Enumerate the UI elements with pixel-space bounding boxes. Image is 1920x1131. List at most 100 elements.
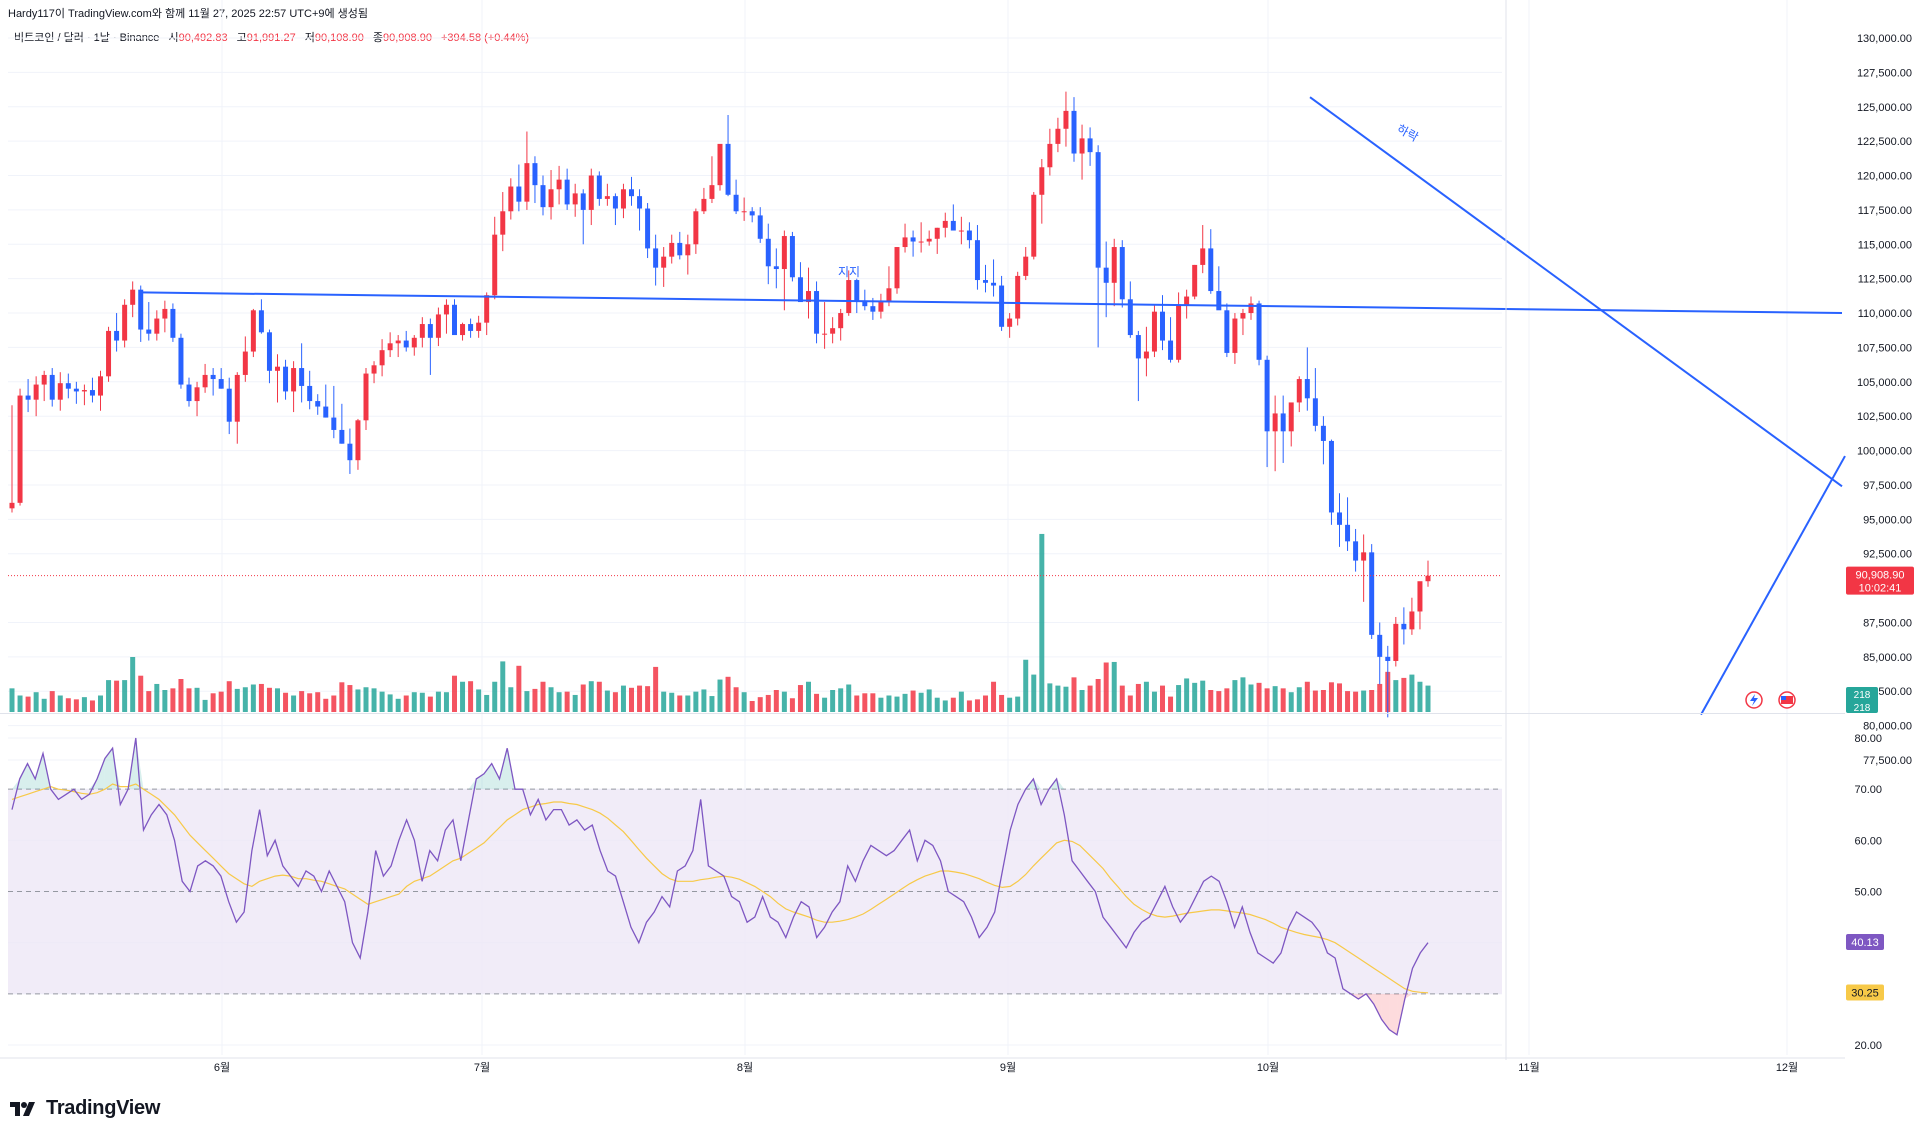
volume-bar bbox=[1007, 697, 1013, 712]
last-price-badge bbox=[1846, 566, 1914, 595]
volume-bar bbox=[25, 696, 31, 712]
price-tick-label: 77,500.00 bbox=[1863, 755, 1912, 767]
volume-bar bbox=[307, 693, 313, 712]
candle-body bbox=[1200, 248, 1206, 265]
candle-body bbox=[709, 185, 715, 199]
volume-bar bbox=[862, 693, 868, 712]
price-tick-label: 115,000.00 bbox=[1858, 239, 1912, 251]
candle-body bbox=[170, 308, 176, 338]
candle-body bbox=[1353, 541, 1359, 561]
candle-body bbox=[323, 406, 329, 418]
candle-body bbox=[9, 502, 15, 509]
candle-body bbox=[307, 385, 313, 402]
tradingview-logo[interactable]: TradingView bbox=[10, 1097, 160, 1120]
rsi-level-lines bbox=[8, 788, 1502, 995]
rsi-ma-badge bbox=[1846, 984, 1884, 1001]
candle-body bbox=[572, 193, 578, 205]
volume-bar bbox=[645, 686, 651, 712]
candle-body bbox=[854, 280, 860, 301]
candle-body bbox=[452, 304, 457, 336]
last-price-label: 90,908.90 bbox=[1856, 570, 1905, 582]
volume-bar bbox=[1079, 690, 1085, 712]
volume-bar bbox=[1135, 683, 1141, 712]
volume-bar bbox=[1216, 691, 1222, 712]
time-tick-label: 11월 bbox=[1518, 1061, 1540, 1074]
volume-bar bbox=[17, 695, 23, 712]
candle-body bbox=[194, 387, 200, 402]
volume-bar bbox=[693, 691, 699, 712]
rsi-axis[interactable]: 80.0070.0060.0050.0040.0030.0020.0040.13… bbox=[1846, 733, 1884, 1052]
price-tick-label: 95,000.00 bbox=[1863, 514, 1912, 526]
volume-bar bbox=[1393, 680, 1399, 712]
candle-body bbox=[1143, 351, 1149, 359]
volume-bar bbox=[468, 681, 474, 712]
candle-body bbox=[1224, 310, 1230, 353]
candle-body bbox=[379, 350, 385, 366]
volume-bar bbox=[516, 665, 522, 712]
pane-separator[interactable] bbox=[0, 713, 1845, 714]
candle-body bbox=[1160, 311, 1165, 341]
candle-body bbox=[41, 374, 47, 385]
volume-bar bbox=[283, 692, 289, 712]
volume-bar bbox=[1425, 685, 1431, 712]
time-axis[interactable]: 6월 7월 8월 9월 10월 11월 12월 bbox=[0, 1057, 1845, 1074]
volume-bar bbox=[154, 683, 160, 712]
volume-bar bbox=[363, 687, 369, 712]
candle-body bbox=[1264, 359, 1270, 432]
candle-body bbox=[580, 193, 586, 210]
candle-body bbox=[1063, 110, 1069, 129]
candle-body bbox=[677, 242, 683, 256]
volume-bar bbox=[170, 688, 176, 712]
volume-bar bbox=[1224, 688, 1230, 712]
candle-body bbox=[106, 330, 112, 377]
volume-bar bbox=[846, 684, 852, 712]
candle-body bbox=[894, 247, 900, 289]
candle-body bbox=[604, 196, 610, 199]
volume-bar bbox=[484, 694, 490, 712]
candle-body bbox=[1401, 623, 1407, 630]
volume-bar bbox=[1320, 690, 1326, 712]
volume-label: 218 bbox=[1854, 703, 1871, 714]
volume-bar bbox=[886, 695, 892, 712]
candle-body bbox=[653, 248, 659, 268]
volume-bar bbox=[749, 701, 755, 712]
candle-body bbox=[65, 383, 71, 389]
time-tick-label: 7월 bbox=[474, 1061, 490, 1074]
candle-body bbox=[1047, 143, 1053, 168]
event-markers[interactable] bbox=[1745, 691, 1796, 709]
rsi-oversold-fill bbox=[1381, 993, 1390, 1030]
candle-body bbox=[1232, 318, 1238, 353]
volume-bar bbox=[299, 691, 305, 712]
volume-bar bbox=[830, 690, 836, 712]
volume-bar bbox=[588, 681, 594, 712]
volume-bar bbox=[1160, 685, 1165, 712]
volume-bar bbox=[540, 681, 546, 712]
candle-body bbox=[1055, 128, 1061, 144]
candle-body bbox=[419, 324, 425, 338]
candle-body bbox=[146, 329, 152, 334]
volume-bar bbox=[355, 689, 361, 712]
price-tick-label: 107,500.00 bbox=[1857, 342, 1912, 354]
volume-bar bbox=[41, 698, 47, 712]
candle-body bbox=[218, 379, 224, 389]
candle-body bbox=[838, 313, 844, 329]
candle-body bbox=[661, 256, 667, 268]
candle-body bbox=[612, 196, 618, 209]
price-tick-label: 100,000.00 bbox=[1857, 446, 1912, 458]
volume-bar bbox=[1200, 680, 1206, 712]
volume-bar bbox=[186, 688, 192, 712]
volume-bar bbox=[596, 681, 602, 712]
volume-bar bbox=[814, 693, 820, 712]
candle-body bbox=[1103, 267, 1109, 283]
volume-bar bbox=[806, 681, 811, 712]
volume-bar bbox=[1264, 688, 1270, 712]
price-tick-label: 127,500.00 bbox=[1857, 67, 1912, 79]
candle-body bbox=[250, 310, 256, 352]
price-tick-label: 120,000.00 bbox=[1857, 171, 1912, 183]
lightning-icon bbox=[1750, 694, 1758, 706]
candle-body bbox=[701, 198, 707, 212]
volume-bar bbox=[33, 692, 39, 712]
price-axis[interactable]: 130,000.00 127,500.00 125,000.00 122,500.00… bbox=[1505, 0, 1914, 1060]
